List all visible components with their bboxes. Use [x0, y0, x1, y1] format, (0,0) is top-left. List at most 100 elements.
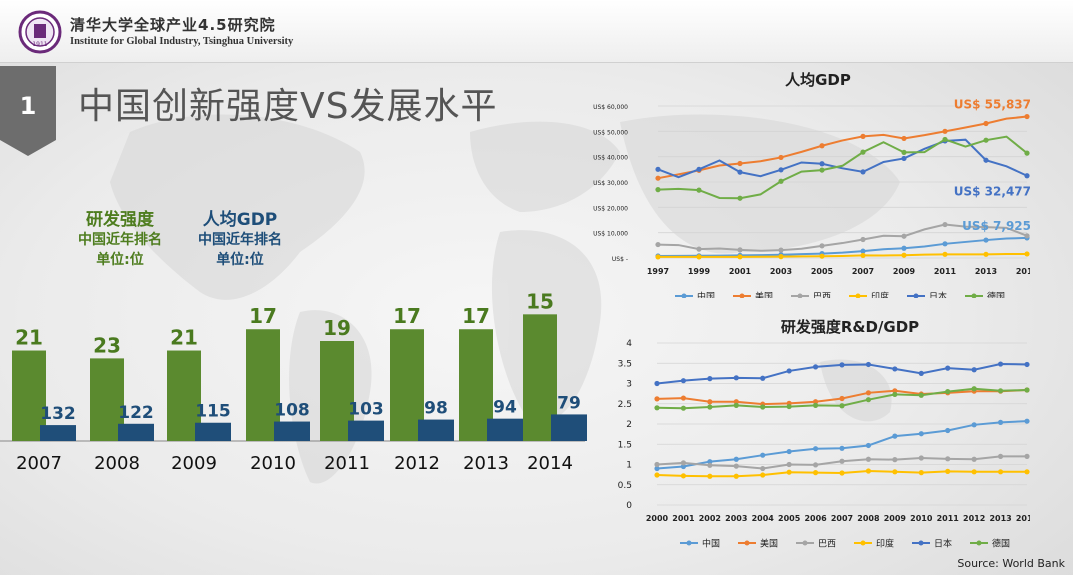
x-tick-label: 2005: [778, 514, 801, 523]
gdp-rank-bar: [274, 421, 310, 441]
gdp-rank-label: 115: [195, 402, 231, 422]
data-point: [865, 468, 872, 474]
data-point: [942, 136, 948, 143]
data-point: [971, 469, 977, 475]
data-point: [1024, 113, 1030, 120]
y-tick-label: US$ 10,000: [593, 231, 628, 238]
institute-name-cn: 清华大学全球产业4.5研究院: [70, 16, 276, 34]
data-point: [707, 462, 713, 468]
x-tick-label: 2003: [725, 514, 747, 523]
data-point: [1024, 150, 1030, 156]
legend-label: 日本: [934, 538, 952, 550]
gdp-rank-label: 132: [40, 404, 76, 424]
data-point: [865, 456, 872, 462]
data-point: [654, 472, 660, 478]
rd-rank-legend: 研发强度 中国近年排名 单位:位: [60, 205, 180, 270]
gdp-rank-title: 人均GDP: [202, 210, 278, 230]
y-tick-label: 1: [626, 461, 632, 471]
data-point: [786, 461, 792, 468]
slide-number-badge: 1: [0, 66, 56, 156]
data-point: [654, 380, 660, 387]
data-point: [997, 453, 1004, 459]
data-point: [1024, 453, 1030, 459]
legend-marker: [860, 540, 866, 546]
data-point: [696, 187, 702, 193]
legend-label: 巴西: [818, 539, 836, 550]
data-point: [819, 167, 825, 173]
rd-rank-label: 23: [93, 333, 121, 357]
rd-rank-label: 21: [15, 326, 43, 350]
data-point: [945, 456, 951, 462]
data-point: [733, 456, 739, 462]
data-point: [1024, 233, 1030, 239]
series-line: [658, 252, 1028, 258]
x-tick-label: 2002: [699, 514, 721, 523]
data-point: [839, 470, 845, 476]
y-tick-label: US$ 20,000: [593, 205, 628, 212]
data-point: [983, 120, 989, 127]
data-point: [760, 375, 766, 381]
tsinghua-logo-icon: 1911: [18, 10, 62, 54]
data-point: [654, 405, 660, 411]
slide-number: 1: [20, 92, 37, 120]
legend-label: 印度: [876, 538, 894, 550]
x-tick-label: 2009: [884, 514, 907, 523]
legend-marker: [681, 293, 687, 298]
legend-marker: [744, 540, 750, 546]
data-point: [892, 391, 898, 398]
legend-marker: [971, 293, 977, 298]
data-point: [812, 470, 819, 476]
legend-label: 日本: [929, 291, 947, 299]
institute-name-en: Institute for Global Industry, Tsinghua …: [70, 36, 294, 47]
data-point: [945, 468, 951, 474]
y-tick-label: 2.5: [618, 400, 632, 410]
annotation-japan: US$ 32,477: [954, 185, 1030, 199]
legend-marker: [918, 540, 924, 546]
chart-title: 人均GDP: [785, 71, 851, 89]
world-map-watermark: [110, 114, 900, 484]
data-point: [892, 366, 898, 372]
data-point: [860, 236, 866, 243]
legend-label: 中国: [697, 291, 715, 299]
annotation-usa: US$ 55,837: [954, 98, 1030, 112]
data-point: [997, 419, 1004, 425]
data-point: [983, 237, 989, 243]
data-point: [812, 399, 819, 405]
series-line: [657, 115, 1028, 180]
data-point: [901, 149, 907, 155]
data-point: [860, 149, 866, 155]
gdp-rank-sub1: 中国近年排名: [198, 232, 282, 248]
legend-marker: [855, 293, 861, 298]
data-point: [997, 361, 1004, 367]
data-point: [901, 233, 907, 239]
y-tick-label: 0.5: [618, 481, 632, 491]
data-point: [707, 473, 713, 479]
legend-label: 中国: [702, 538, 720, 550]
y-tick-label: 1.5: [618, 440, 632, 450]
data-point: [778, 247, 784, 253]
data-point: [819, 253, 825, 259]
data-point: [1024, 361, 1030, 368]
data-point: [1024, 173, 1030, 179]
gdp-rank-legend: 人均GDP 中国近年排名 单位:位: [180, 205, 300, 270]
data-point: [839, 445, 845, 451]
y-tick-label: 2: [626, 420, 632, 430]
data-point: [945, 365, 951, 371]
data-point: [860, 252, 866, 259]
gdp-rank-bar: [40, 425, 76, 441]
data-point: [655, 166, 661, 172]
data-point: [945, 427, 951, 434]
data-point: [1024, 251, 1030, 257]
data-point: [983, 157, 989, 163]
legend-marker: [797, 293, 803, 298]
data-point: [942, 241, 948, 247]
data-point: [778, 154, 784, 161]
legend-label: 德国: [992, 538, 1010, 550]
legend-marker: [686, 540, 692, 546]
legend-label: 德国: [987, 291, 1005, 299]
data-point: [918, 370, 924, 376]
data-point: [892, 469, 898, 475]
data-point: [654, 396, 660, 402]
data-point: [865, 361, 872, 368]
year-tick-label: 2010: [250, 453, 296, 474]
